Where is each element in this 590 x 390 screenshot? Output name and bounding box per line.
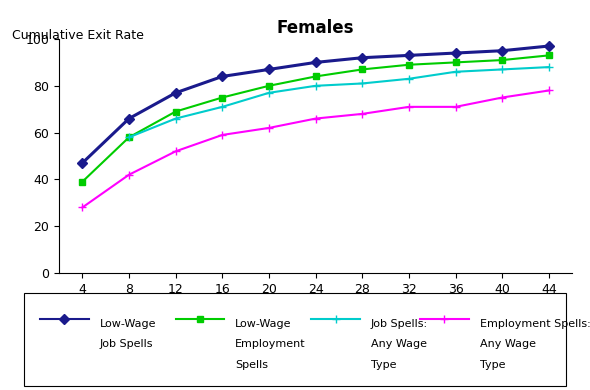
Text: Type: Type: [480, 360, 505, 370]
Title: Females: Females: [277, 20, 355, 37]
Text: Type: Type: [371, 360, 396, 370]
FancyBboxPatch shape: [24, 292, 566, 386]
Text: Job Spells: Job Spells: [100, 339, 153, 349]
Text: Any Wage: Any Wage: [480, 339, 536, 349]
Text: Low-Wage: Low-Wage: [235, 319, 292, 329]
Text: Employment: Employment: [235, 339, 306, 349]
X-axis label: Month After the Start of the Low-Wage Job: Month After the Start of the Low-Wage Jo…: [184, 301, 447, 314]
Text: Employment Spells:: Employment Spells:: [480, 319, 590, 329]
Text: Job Spells:: Job Spells:: [371, 319, 428, 329]
Text: Spells: Spells: [235, 360, 268, 370]
Text: Any Wage: Any Wage: [371, 339, 427, 349]
Text: Low-Wage: Low-Wage: [100, 319, 156, 329]
Text: Cumulative Exit Rate: Cumulative Exit Rate: [12, 29, 144, 42]
